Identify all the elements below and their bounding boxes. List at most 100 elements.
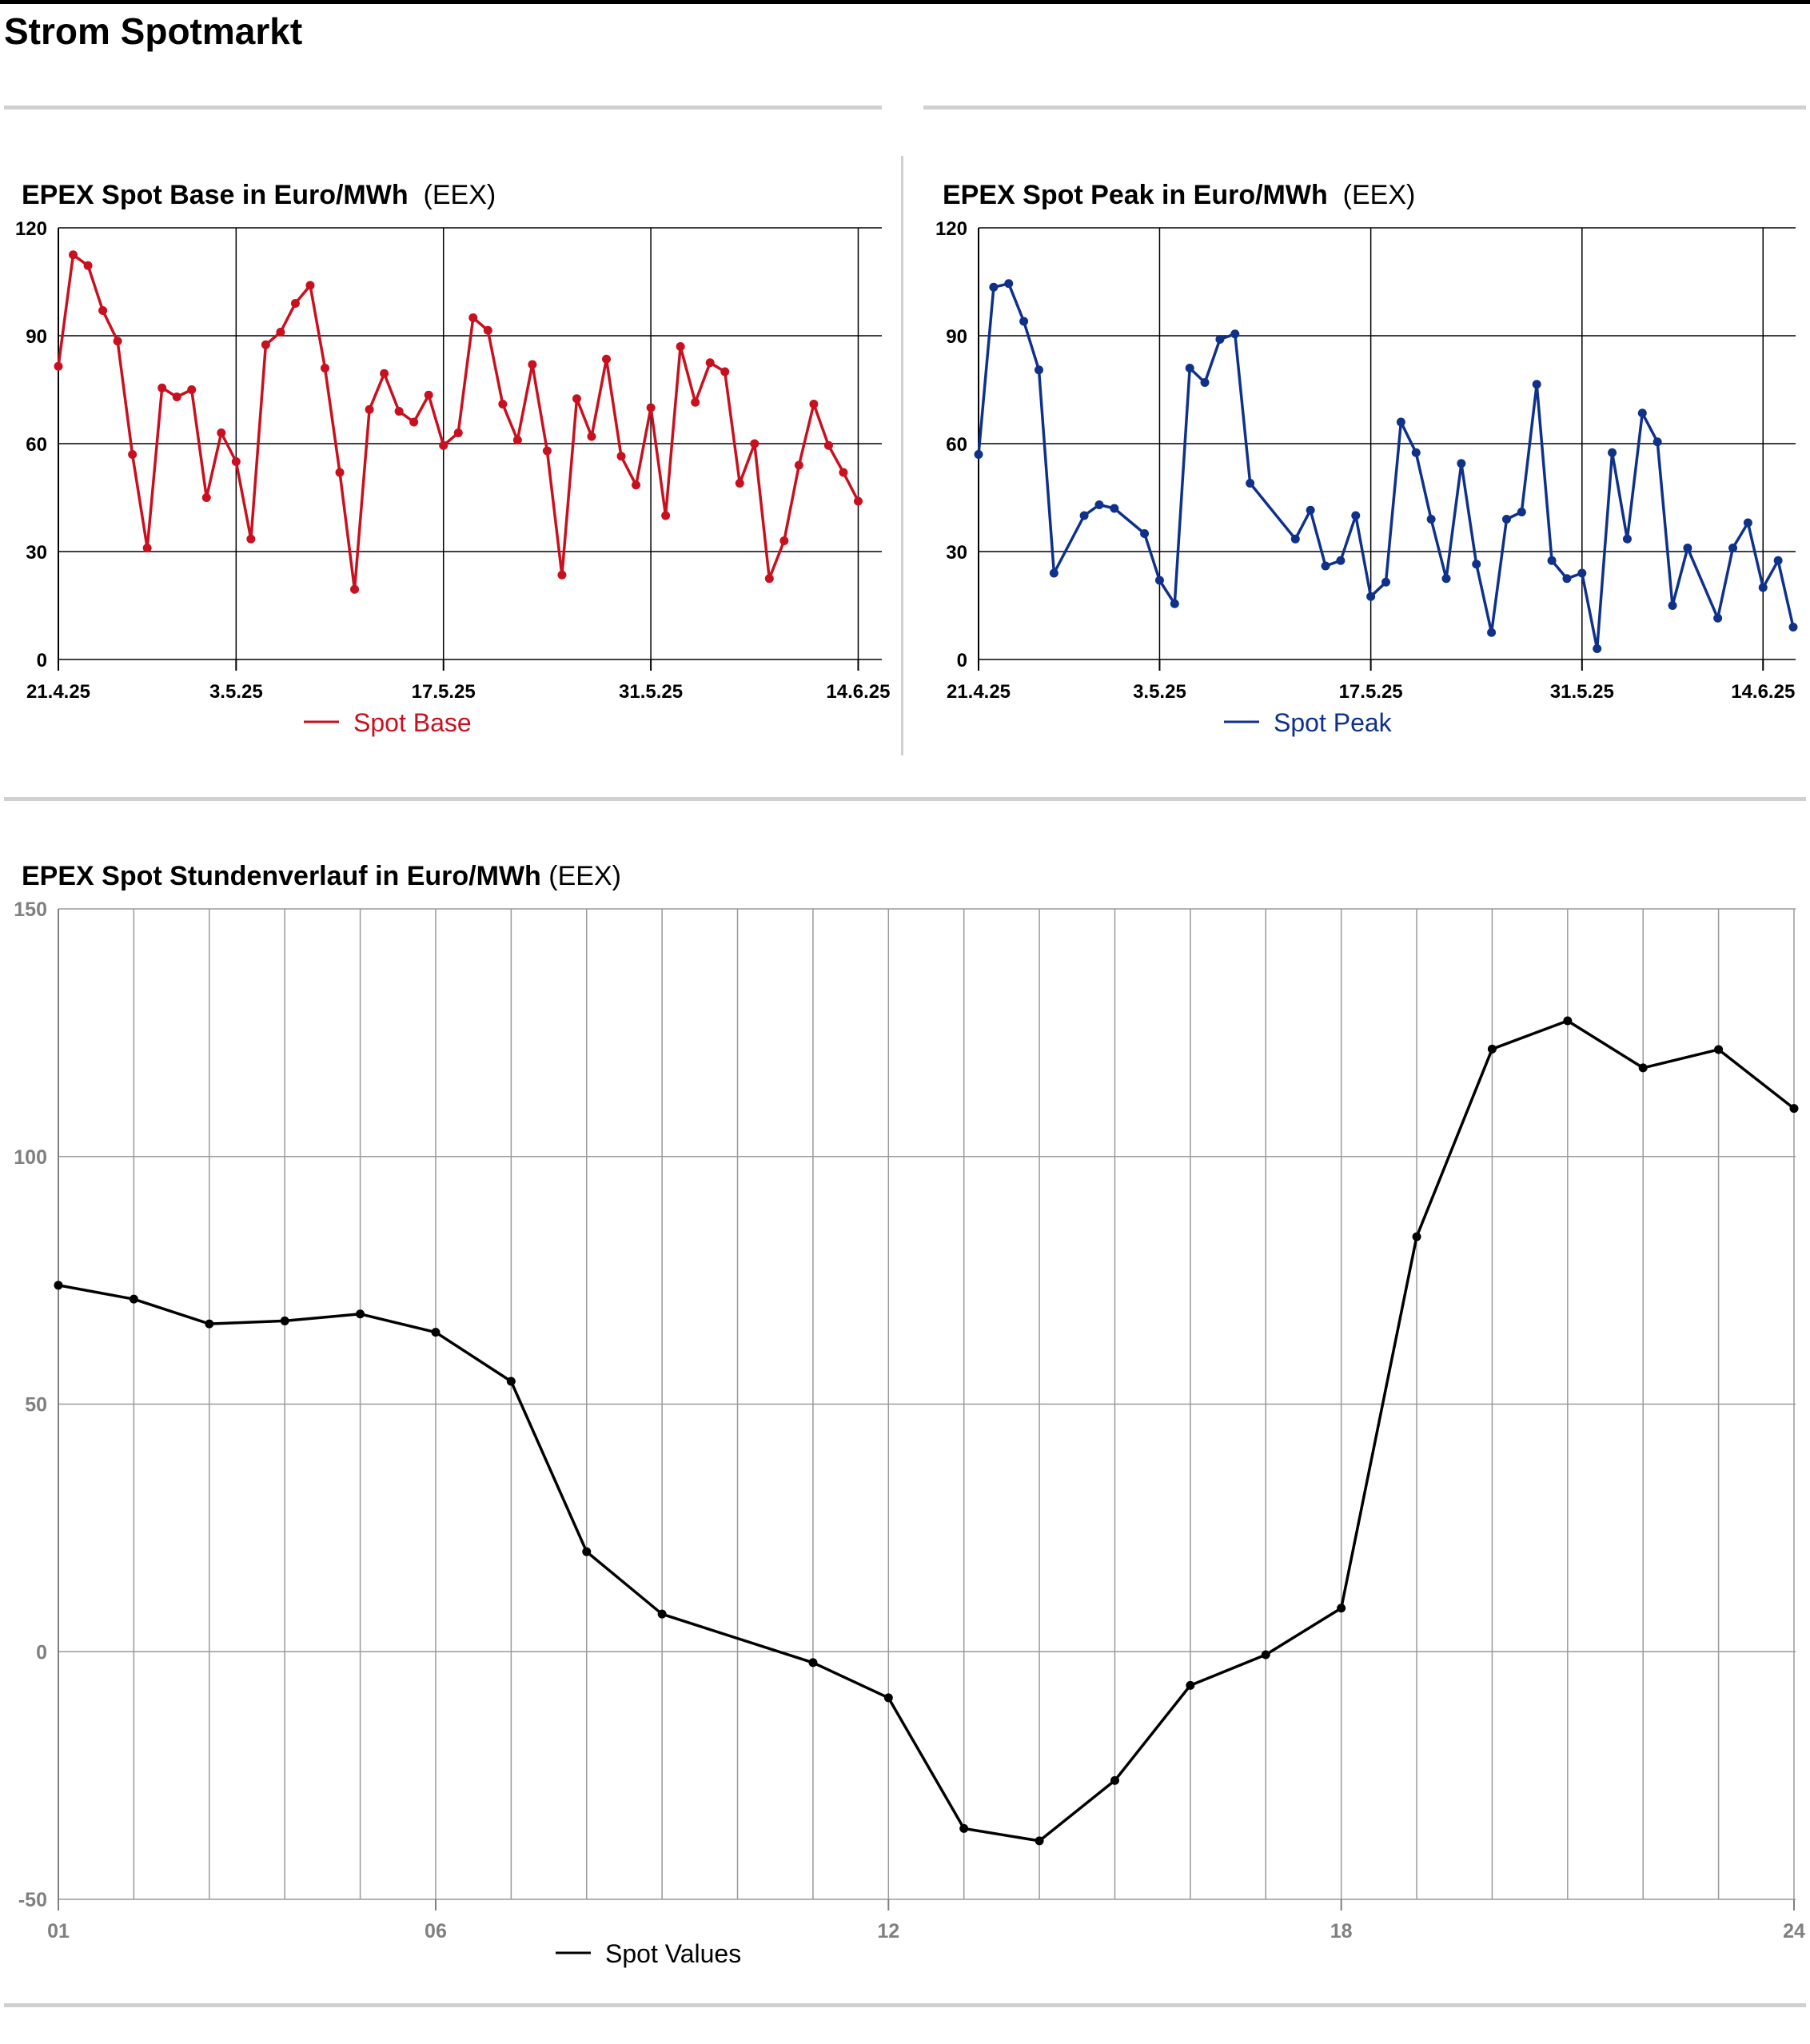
base-data-point <box>142 544 152 552</box>
base-data-point <box>750 439 759 448</box>
peak-data-point <box>1501 515 1511 524</box>
chart-separator <box>901 156 903 755</box>
peak-x-tick-label: 21.4.25 <box>947 681 1011 703</box>
hourly-y-tick-label: 100 <box>14 1146 47 1169</box>
hourly-chart-heading: EPEX Spot Stundenverlauf in Euro/MWh (EE… <box>22 861 621 892</box>
hourly-data-point <box>205 1319 214 1329</box>
peak-data-point <box>1653 437 1662 447</box>
hourly-data-point <box>129 1294 138 1304</box>
top-rule <box>0 0 1810 4</box>
peak-data-point <box>1170 599 1179 608</box>
hourly-data-point <box>1563 1016 1573 1026</box>
base-legend-label: Spot Base <box>353 708 472 737</box>
section-rule-middle <box>4 797 1806 801</box>
base-data-point <box>528 360 537 369</box>
peak-data-point <box>1185 364 1194 373</box>
base-data-point <box>217 428 226 437</box>
base-data-point <box>632 480 641 490</box>
base-data-point <box>468 313 478 322</box>
base-data-point <box>602 354 612 364</box>
peak-legend-label: Spot Peak <box>1274 708 1393 737</box>
hourly-data-point <box>1035 1836 1044 1846</box>
hourly-chart-title: EPEX Spot Stundenverlauf in Euro/MWh <box>22 861 541 891</box>
hourly-x-tick-label: 12 <box>877 1920 899 1942</box>
peak-data-point <box>1246 479 1255 488</box>
section-rule-right <box>923 106 1806 110</box>
base-data-point <box>764 574 774 584</box>
base-data-point <box>305 281 315 290</box>
base-data-point <box>676 342 685 351</box>
hourly-y-tick-label: 150 <box>14 898 47 921</box>
hourly-data-point <box>1487 1044 1497 1054</box>
peak-chart-heading: EPEX Spot Peak in Euro/MWh (EEX) <box>943 180 1415 211</box>
base-data-point <box>616 452 626 461</box>
hourly-x-tick-label: 18 <box>1330 1920 1353 1942</box>
hourly-data-point <box>431 1328 441 1337</box>
peak-data-point <box>1290 534 1300 544</box>
hourly-data-point <box>959 1823 969 1833</box>
peak-data-point <box>1683 544 1692 552</box>
base-data-point <box>512 436 522 444</box>
base-data-point <box>839 468 848 477</box>
peak-y-tick-label: 0 <box>957 650 967 671</box>
hourly-data-point <box>582 1547 592 1556</box>
base-x-tick-label: 31.5.25 <box>619 681 683 703</box>
hourly-data-point <box>1638 1063 1648 1073</box>
base-data-point <box>113 337 122 346</box>
hourly-series-line <box>58 1019 1796 1843</box>
hourly-data-point <box>1337 1604 1346 1613</box>
peak-data-point <box>1094 500 1104 509</box>
base-data-point <box>809 400 819 408</box>
base-chart-title: EPEX Spot Base in Euro/MWh <box>22 180 409 210</box>
hourly-data-point <box>1110 1775 1119 1785</box>
base-data-point <box>794 460 803 470</box>
hourly-x-tick-label: 01 <box>47 1920 70 1942</box>
base-data-point <box>261 340 270 349</box>
peak-data-point <box>1577 568 1587 578</box>
peak-y-tick-label: 30 <box>946 542 967 564</box>
hourly-data-point <box>1261 1650 1270 1660</box>
peak-data-point <box>1743 518 1752 528</box>
hourly-y-tick-label: 50 <box>25 1394 47 1416</box>
base-data-point <box>498 400 508 408</box>
peak-data-point <box>1441 574 1451 584</box>
peak-data-point <box>1321 561 1330 571</box>
base-data-point <box>646 403 656 412</box>
hourly-data-point <box>657 1609 667 1619</box>
hourly-data-point <box>1186 1680 1195 1690</box>
base-data-point <box>365 404 374 414</box>
base-data-point <box>572 394 581 404</box>
hourly-data-point <box>1789 1104 1799 1114</box>
base-data-point <box>380 369 389 378</box>
peak-x-tick-label: 3.5.25 <box>1133 681 1186 703</box>
base-data-point <box>823 440 833 450</box>
base-price-chart: 0 30 60 90 120 21.4.25 3.5.25 17.5.25 31.5.25 14.… <box>15 218 891 737</box>
peak-data-point <box>1637 408 1647 418</box>
base-data-point <box>320 364 329 373</box>
base-data-point <box>54 361 63 371</box>
hourly-data-point <box>1412 1232 1421 1241</box>
base-data-point <box>453 428 463 437</box>
peak-data-point <box>1608 448 1617 457</box>
hourly-x-tick-label: 24 <box>1783 1920 1805 1942</box>
base-data-point <box>439 440 449 450</box>
hourly-y-tick-label: 0 <box>36 1641 47 1663</box>
peak-data-point <box>1773 556 1783 565</box>
base-x-tick-label: 17.5.25 <box>412 681 476 703</box>
base-y-tick-label: 120 <box>15 218 47 240</box>
base-data-point <box>201 493 211 502</box>
base-data-point <box>246 534 256 544</box>
hourly-chart-source: (EEX) <box>548 861 621 891</box>
base-data-point <box>350 584 360 594</box>
hourly-data-point <box>1714 1045 1724 1054</box>
base-data-point <box>853 496 863 506</box>
page-title: Strom Spotmarkt <box>4 10 303 52</box>
section-rule-bottom <box>4 2003 1806 2007</box>
peak-data-point <box>1381 577 1390 587</box>
base-data-point <box>779 536 789 545</box>
peak-data-point <box>1622 534 1632 544</box>
base-data-point <box>172 392 181 401</box>
peak-data-point <box>1562 574 1572 584</box>
peak-data-point <box>1547 556 1557 565</box>
